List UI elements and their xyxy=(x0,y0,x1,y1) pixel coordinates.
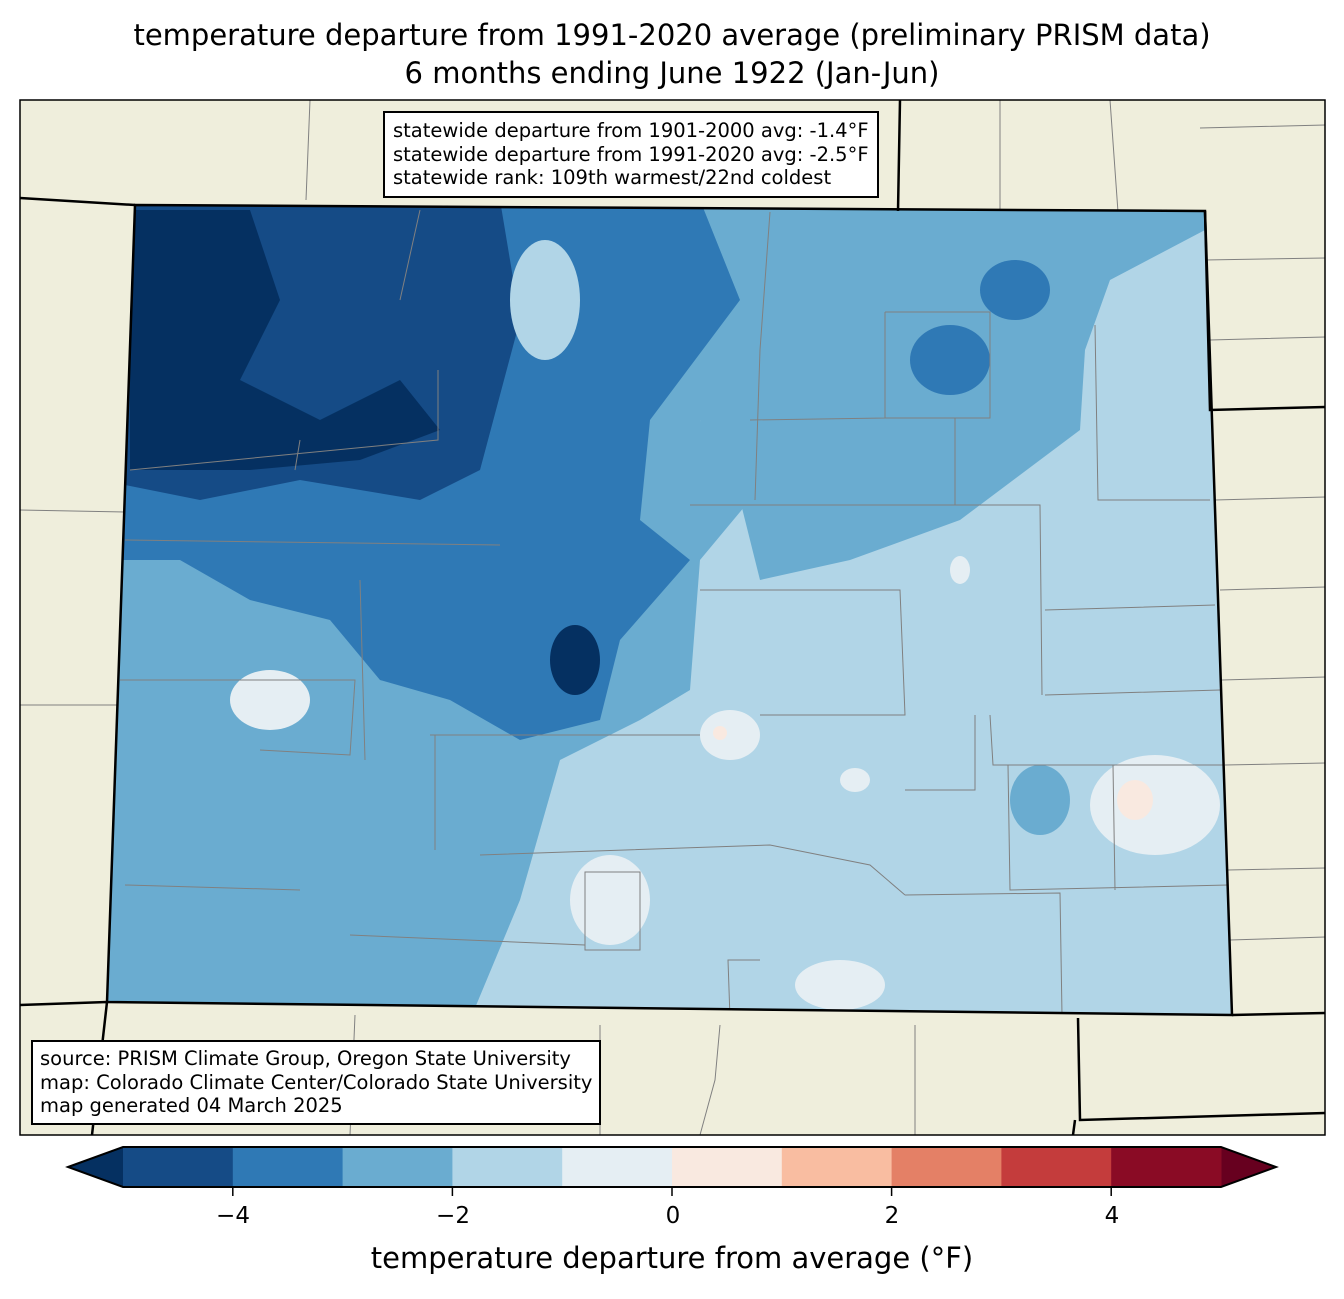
colorbar-tick-label: −4 xyxy=(216,1203,250,1229)
map-frame xyxy=(19,99,1326,1136)
contour-patch xyxy=(980,260,1050,320)
contour-patch xyxy=(570,855,650,945)
contour-patch xyxy=(510,240,580,360)
contour-patch xyxy=(840,768,870,792)
colorbar-tick-label: −2 xyxy=(436,1203,470,1229)
colorbar-label: temperature departure from average (°F) xyxy=(370,1241,974,1275)
contour-patch xyxy=(230,670,310,730)
stat-rank: statewide rank: 109th warmest/22nd colde… xyxy=(393,166,832,189)
contour-below-minus-5 xyxy=(130,210,440,470)
colorbar-segment xyxy=(562,1147,673,1187)
contour-patch xyxy=(700,710,760,760)
colorbar-under-extension xyxy=(68,1147,123,1187)
colorbar-segment xyxy=(672,1147,783,1187)
colorbar-segment xyxy=(452,1147,563,1187)
colorbar-segment xyxy=(1001,1147,1112,1187)
colorbar-segment xyxy=(342,1147,453,1187)
colorbar-over-extension xyxy=(1221,1147,1276,1187)
source-data: source: PRISM Climate Group, Oregon Stat… xyxy=(40,1047,571,1070)
colorbar-outline xyxy=(65,1146,1279,1188)
colorbar-tick-label: 0 xyxy=(665,1203,681,1229)
contour-patch xyxy=(1090,755,1220,855)
stat-departure-1991-2020: statewide departure from 1991-2020 avg: … xyxy=(393,142,869,166)
contour-patch xyxy=(713,726,727,740)
contour-patch xyxy=(550,625,600,695)
contour-patch xyxy=(1010,765,1070,835)
temperature-contours xyxy=(107,205,1232,1015)
county-lines xyxy=(120,209,1231,1015)
colorbar-segment xyxy=(1111,1147,1222,1187)
colorbar-tick-label: 4 xyxy=(1104,1203,1120,1229)
statewide-stats-box: statewide departure from 1901-2000 avg: … xyxy=(383,111,879,198)
contour-patch xyxy=(910,325,990,395)
map-title: temperature departure from 1991-2020 ave… xyxy=(133,18,1211,52)
colorbar xyxy=(65,1146,1279,1196)
contour-patch xyxy=(1117,780,1153,820)
source-map: map: Colorado Climate Center/Colorado St… xyxy=(40,1070,593,1094)
contour-patch xyxy=(795,960,885,1010)
colorbar-segment xyxy=(781,1147,893,1187)
source-box: source: PRISM Climate Group, Oregon Stat… xyxy=(31,1040,602,1125)
colorbar-tick-label: 2 xyxy=(884,1203,900,1229)
contour-patch xyxy=(950,556,970,584)
colorbar-segment xyxy=(232,1147,344,1187)
colorbar-segment xyxy=(123,1147,234,1187)
map-subtitle: 6 months ending June 1922 (Jan-Jun) xyxy=(404,56,940,90)
source-generated-date: map generated 04 March 2025 xyxy=(40,1094,343,1117)
colorbar-segment xyxy=(891,1147,1002,1187)
stat-departure-1901-2000: statewide departure from 1901-2000 avg: … xyxy=(393,119,869,142)
